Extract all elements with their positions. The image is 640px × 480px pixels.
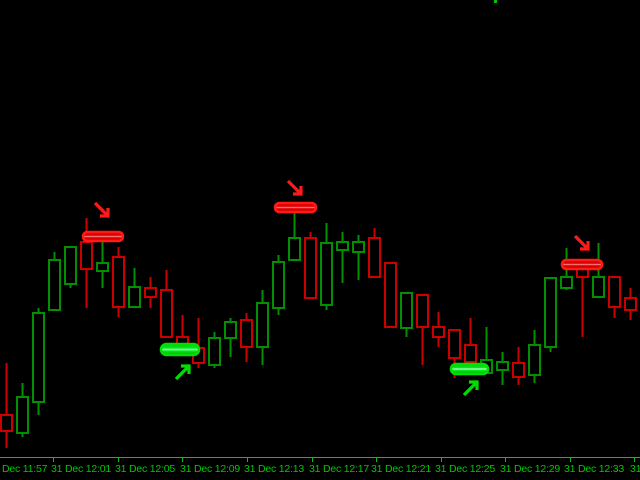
- buy-arrow-icon: [462, 380, 479, 397]
- candle-body-up: [544, 277, 557, 348]
- x-axis-label: Dec 11:57: [2, 463, 48, 475]
- candle-body-up: [560, 276, 573, 289]
- sell-arrow-icon: [93, 201, 110, 218]
- candle-body-down: [464, 344, 477, 363]
- candle-body-up: [528, 344, 541, 376]
- sell-arrow-icon: [286, 179, 303, 196]
- candle-body-down: [624, 297, 637, 311]
- candle-body-up: [400, 292, 413, 329]
- candle-body-down: [240, 319, 253, 348]
- x-axis-label: 31 Dec 12:21: [371, 463, 432, 475]
- x-axis-label: 31 Dec 12:25: [435, 463, 496, 475]
- candle-body-up: [288, 237, 301, 261]
- x-axis-label: 31 Dec 12:13: [244, 463, 305, 475]
- x-axis-label: 31 Dec 12:29: [500, 463, 561, 475]
- candle-body-up: [224, 321, 237, 339]
- candle-body-down: [160, 289, 173, 338]
- sell-level-pill: [273, 201, 318, 214]
- candle-body-up: [208, 337, 221, 366]
- x-axis-label: 31 Dec 12:05: [115, 463, 176, 475]
- candle-body-up: [592, 276, 605, 298]
- candle-body-up: [64, 246, 77, 285]
- sell-level-pill: [560, 258, 604, 271]
- candles-layer: [0, 213, 637, 448]
- candle-body-up: [96, 262, 109, 272]
- candle-body-up: [352, 241, 365, 253]
- candle-body-down: [0, 414, 13, 432]
- candle-body-down: [80, 241, 93, 270]
- sell-level-pill: [81, 230, 125, 243]
- candle-body-up: [48, 259, 61, 311]
- buy-arrow-icon: [174, 364, 191, 381]
- chart-object-dot: [494, 0, 497, 3]
- candle-body-down: [512, 362, 525, 378]
- buy-level-pill: [159, 342, 201, 357]
- time-axis: [0, 0, 640, 462]
- candle-body-up: [128, 286, 141, 308]
- candle-body-up: [496, 361, 509, 371]
- x-axis-label: 31 Dec 12:33: [564, 463, 625, 475]
- candle-body-up: [336, 241, 349, 251]
- candle-body-down: [432, 326, 445, 338]
- x-axis-label: 31 Dec 12:17: [309, 463, 370, 475]
- candle-body-down: [112, 256, 125, 308]
- candle-body-up: [272, 261, 285, 309]
- candle-body-down: [608, 276, 621, 308]
- x-axis-label: 31: [630, 463, 640, 475]
- candle-body-up: [32, 312, 45, 403]
- candle-body-up: [256, 302, 269, 348]
- x-axis-label: 31 Dec 12:09: [180, 463, 241, 475]
- signals-layer: [81, 179, 604, 397]
- candle-body-down: [304, 237, 317, 299]
- buy-level-pill: [449, 362, 490, 376]
- candle-body-down: [144, 287, 157, 298]
- candle-body-down: [384, 262, 397, 328]
- candle-body-up: [320, 242, 333, 306]
- candle-body-down: [448, 329, 461, 359]
- sell-arrow-icon: [573, 234, 590, 251]
- candle-body-down: [416, 294, 429, 328]
- x-axis-label: 31 Dec 12:01: [51, 463, 112, 475]
- candle-body-up: [16, 396, 29, 434]
- candle-body-down: [368, 237, 381, 278]
